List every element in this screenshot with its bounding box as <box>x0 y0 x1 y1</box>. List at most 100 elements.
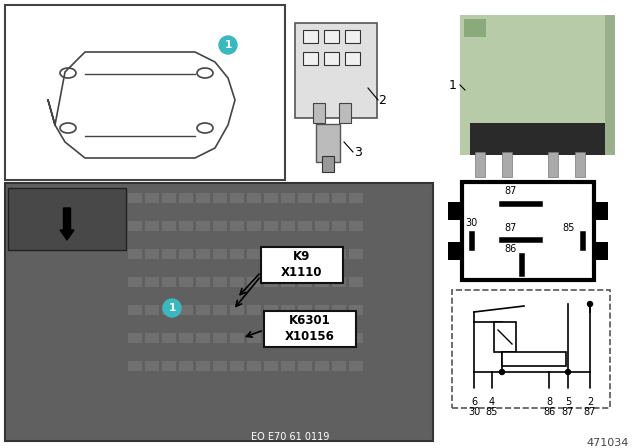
Text: 87: 87 <box>562 407 574 417</box>
Bar <box>298 249 311 258</box>
Bar <box>5 183 433 441</box>
Bar <box>128 277 141 286</box>
Bar <box>247 361 260 370</box>
Bar <box>594 242 608 260</box>
Text: 86: 86 <box>504 244 516 254</box>
Bar <box>315 277 328 286</box>
Text: 86: 86 <box>543 407 555 417</box>
Bar <box>8 188 126 250</box>
Bar <box>196 333 209 342</box>
Bar <box>575 152 585 177</box>
Bar <box>230 333 243 342</box>
Bar <box>332 193 345 202</box>
Bar <box>213 221 226 230</box>
Bar <box>313 103 325 123</box>
Bar <box>298 193 311 202</box>
Text: 30: 30 <box>468 407 480 417</box>
Bar <box>316 124 340 162</box>
Bar <box>332 221 345 230</box>
Text: 85: 85 <box>562 223 574 233</box>
Bar <box>264 249 277 258</box>
Bar <box>298 221 311 230</box>
Bar <box>281 361 294 370</box>
Bar <box>230 361 243 370</box>
Bar <box>349 333 362 342</box>
Bar <box>349 249 362 258</box>
Bar <box>5 5 285 180</box>
FancyBboxPatch shape <box>261 247 343 283</box>
Bar <box>281 221 294 230</box>
Bar <box>230 249 243 258</box>
Bar <box>315 221 328 230</box>
Bar <box>475 152 485 177</box>
Bar <box>145 333 158 342</box>
Bar <box>128 193 141 202</box>
Bar <box>145 221 158 230</box>
Bar <box>281 305 294 314</box>
Bar <box>145 305 158 314</box>
Text: 87: 87 <box>584 407 596 417</box>
Bar <box>460 15 615 155</box>
Bar <box>315 333 328 342</box>
Circle shape <box>219 36 237 54</box>
Bar <box>145 193 158 202</box>
Bar <box>452 290 610 408</box>
Bar <box>196 221 209 230</box>
Bar <box>264 193 277 202</box>
Text: 1: 1 <box>449 78 457 91</box>
Bar <box>332 333 345 342</box>
Text: 30: 30 <box>465 218 477 228</box>
Bar <box>339 103 351 123</box>
Bar <box>264 333 277 342</box>
Bar <box>145 277 158 286</box>
Bar <box>315 249 328 258</box>
Bar <box>349 277 362 286</box>
Bar <box>213 193 226 202</box>
Bar <box>196 249 209 258</box>
Bar <box>349 221 362 230</box>
Text: 2: 2 <box>378 94 386 107</box>
Bar <box>470 123 605 155</box>
Circle shape <box>499 370 504 375</box>
Text: 87: 87 <box>504 186 516 196</box>
Bar <box>213 249 226 258</box>
Bar <box>128 361 141 370</box>
Text: 87: 87 <box>504 223 516 233</box>
Bar <box>196 361 209 370</box>
FancyArrow shape <box>60 208 74 240</box>
Bar <box>349 193 362 202</box>
Bar <box>502 152 512 177</box>
Bar <box>332 361 345 370</box>
Bar <box>264 277 277 286</box>
Text: K6301
X10156: K6301 X10156 <box>285 314 335 344</box>
Text: K9
X1110: K9 X1110 <box>281 250 323 280</box>
Bar <box>303 30 318 43</box>
Bar <box>264 361 277 370</box>
Bar <box>179 221 192 230</box>
Bar <box>128 249 141 258</box>
Bar <box>247 221 260 230</box>
Bar <box>494 322 516 352</box>
Bar <box>247 305 260 314</box>
Bar <box>162 361 175 370</box>
Text: 1: 1 <box>225 40 232 50</box>
Bar <box>324 52 339 65</box>
Bar <box>332 249 345 258</box>
Bar <box>162 277 175 286</box>
Bar <box>281 333 294 342</box>
FancyBboxPatch shape <box>264 311 356 347</box>
Bar <box>448 202 462 220</box>
Bar <box>247 277 260 286</box>
Bar <box>179 361 192 370</box>
Bar <box>162 249 175 258</box>
Bar <box>281 249 294 258</box>
Bar <box>247 193 260 202</box>
Circle shape <box>563 389 573 399</box>
Bar <box>303 52 318 65</box>
Bar <box>324 30 339 43</box>
Bar <box>605 15 615 155</box>
Text: 1: 1 <box>168 303 175 313</box>
Bar <box>213 277 226 286</box>
Circle shape <box>588 302 593 306</box>
Text: EO E70 61 0119: EO E70 61 0119 <box>251 432 329 442</box>
